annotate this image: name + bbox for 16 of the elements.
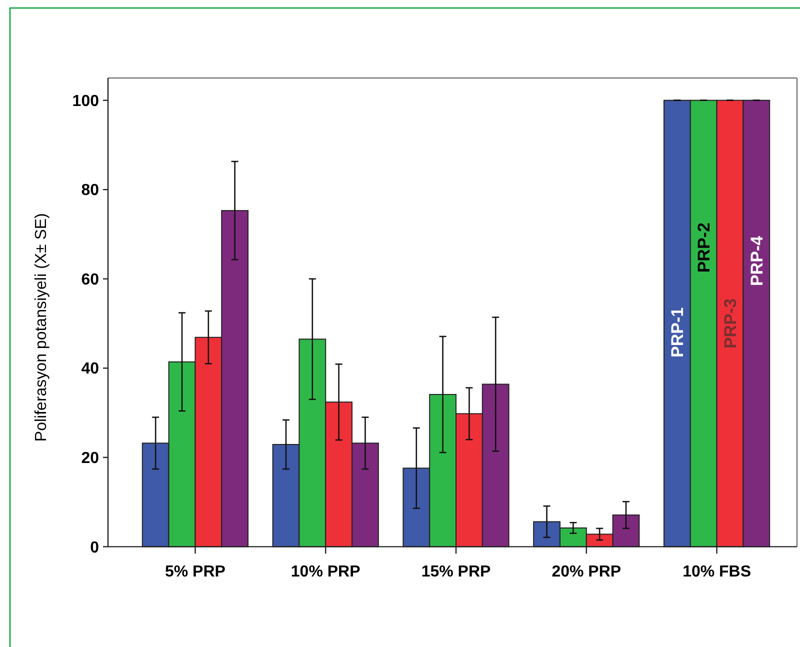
- x-tick-label: 15% PRP: [421, 564, 492, 581]
- y-tick-label: 40: [81, 360, 100, 378]
- y-tick-label: 100: [72, 92, 100, 110]
- series-label: PRP-2: [694, 222, 714, 273]
- x-tick-label: 20% PRP: [552, 564, 622, 581]
- y-tick-label: 80: [81, 182, 100, 200]
- x-tick-label: 10% FBS: [682, 564, 752, 581]
- series-label: PRP-4: [747, 235, 766, 286]
- y-tick-label: 60: [81, 271, 100, 288]
- y-tick-label: 0: [90, 539, 100, 556]
- series-label: PRP-3: [721, 298, 740, 349]
- series-label: PRP-1: [668, 307, 688, 358]
- x-tick-label: 10% PRP: [290, 564, 361, 581]
- x-tick-label: 5% PRP: [164, 564, 226, 581]
- y-tick-label: 20: [81, 450, 100, 468]
- y-axis-title: Poliferasyon potansiyeli (X± SE): [33, 213, 50, 442]
